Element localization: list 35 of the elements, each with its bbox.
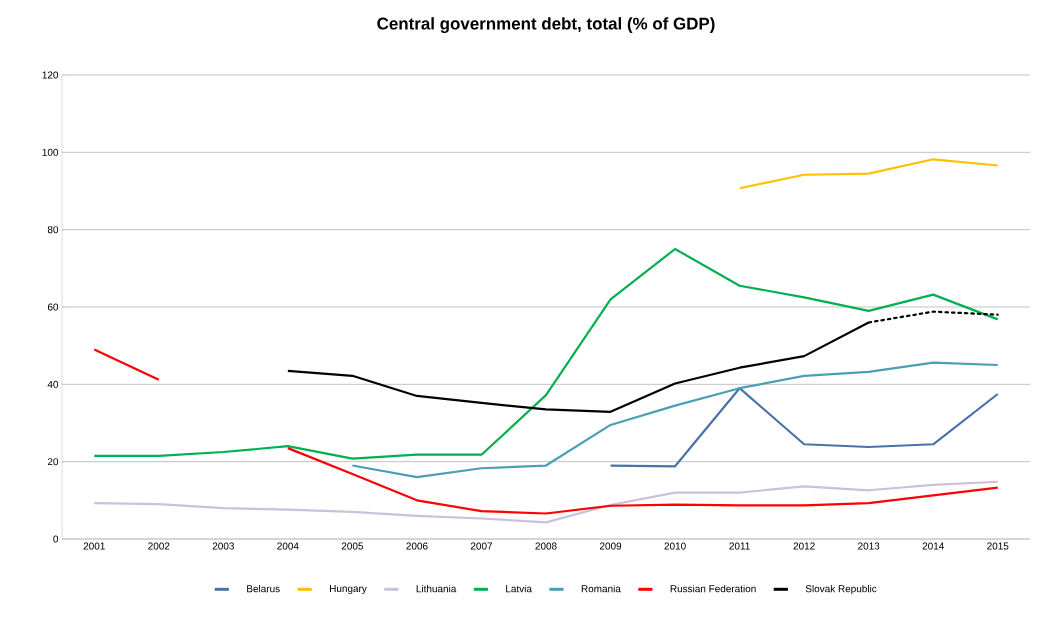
line-series [93,247,999,460]
x-tick-label: 2015 [987,542,1009,550]
x-tick-label: 2006 [406,542,428,550]
legend-label: Latvia [506,584,532,593]
legend-label: Russian Federation [670,584,756,593]
chart-title: Central government debt, total (% of GDP) [377,17,715,34]
y-tick-label: 120 [42,71,59,79]
x-tick-label: 2003 [212,542,234,550]
x-tick-label: 2004 [277,542,299,550]
legend-label: Romania [581,584,621,593]
x-tick-label: 2002 [148,542,170,550]
x-tick-label: 2012 [793,542,815,550]
legend-label: Hungary [329,585,367,595]
line-series [609,387,999,468]
y-tick-label: 20 [47,458,59,466]
x-tick-label: 2013 [858,542,880,550]
legend-label: Belarus [247,584,280,593]
legend-label: Slovak Republic [805,584,877,595]
line-series [351,361,999,479]
y-tick-label: 80 [47,226,59,234]
x-tick-label: 2007 [470,542,493,550]
x-tick-label: 2011 [729,542,750,550]
y-tick-label: 100 [42,148,59,156]
legend-label: Lithuania [416,584,457,593]
x-tick-label: 2009 [599,542,622,550]
x-tick-label: 2008 [535,542,557,550]
x-tick-label: 2001 [83,542,105,550]
y-tick-label: 0 [53,535,59,543]
line-series [738,158,999,190]
x-tick-label: 2010 [664,542,686,550]
x-tick-label: 2005 [341,542,364,550]
y-tick-label: 60 [47,303,59,311]
x-tick-label: 2014 [922,542,944,550]
y-tick-label: 40 [47,380,59,388]
line-series [93,480,999,524]
